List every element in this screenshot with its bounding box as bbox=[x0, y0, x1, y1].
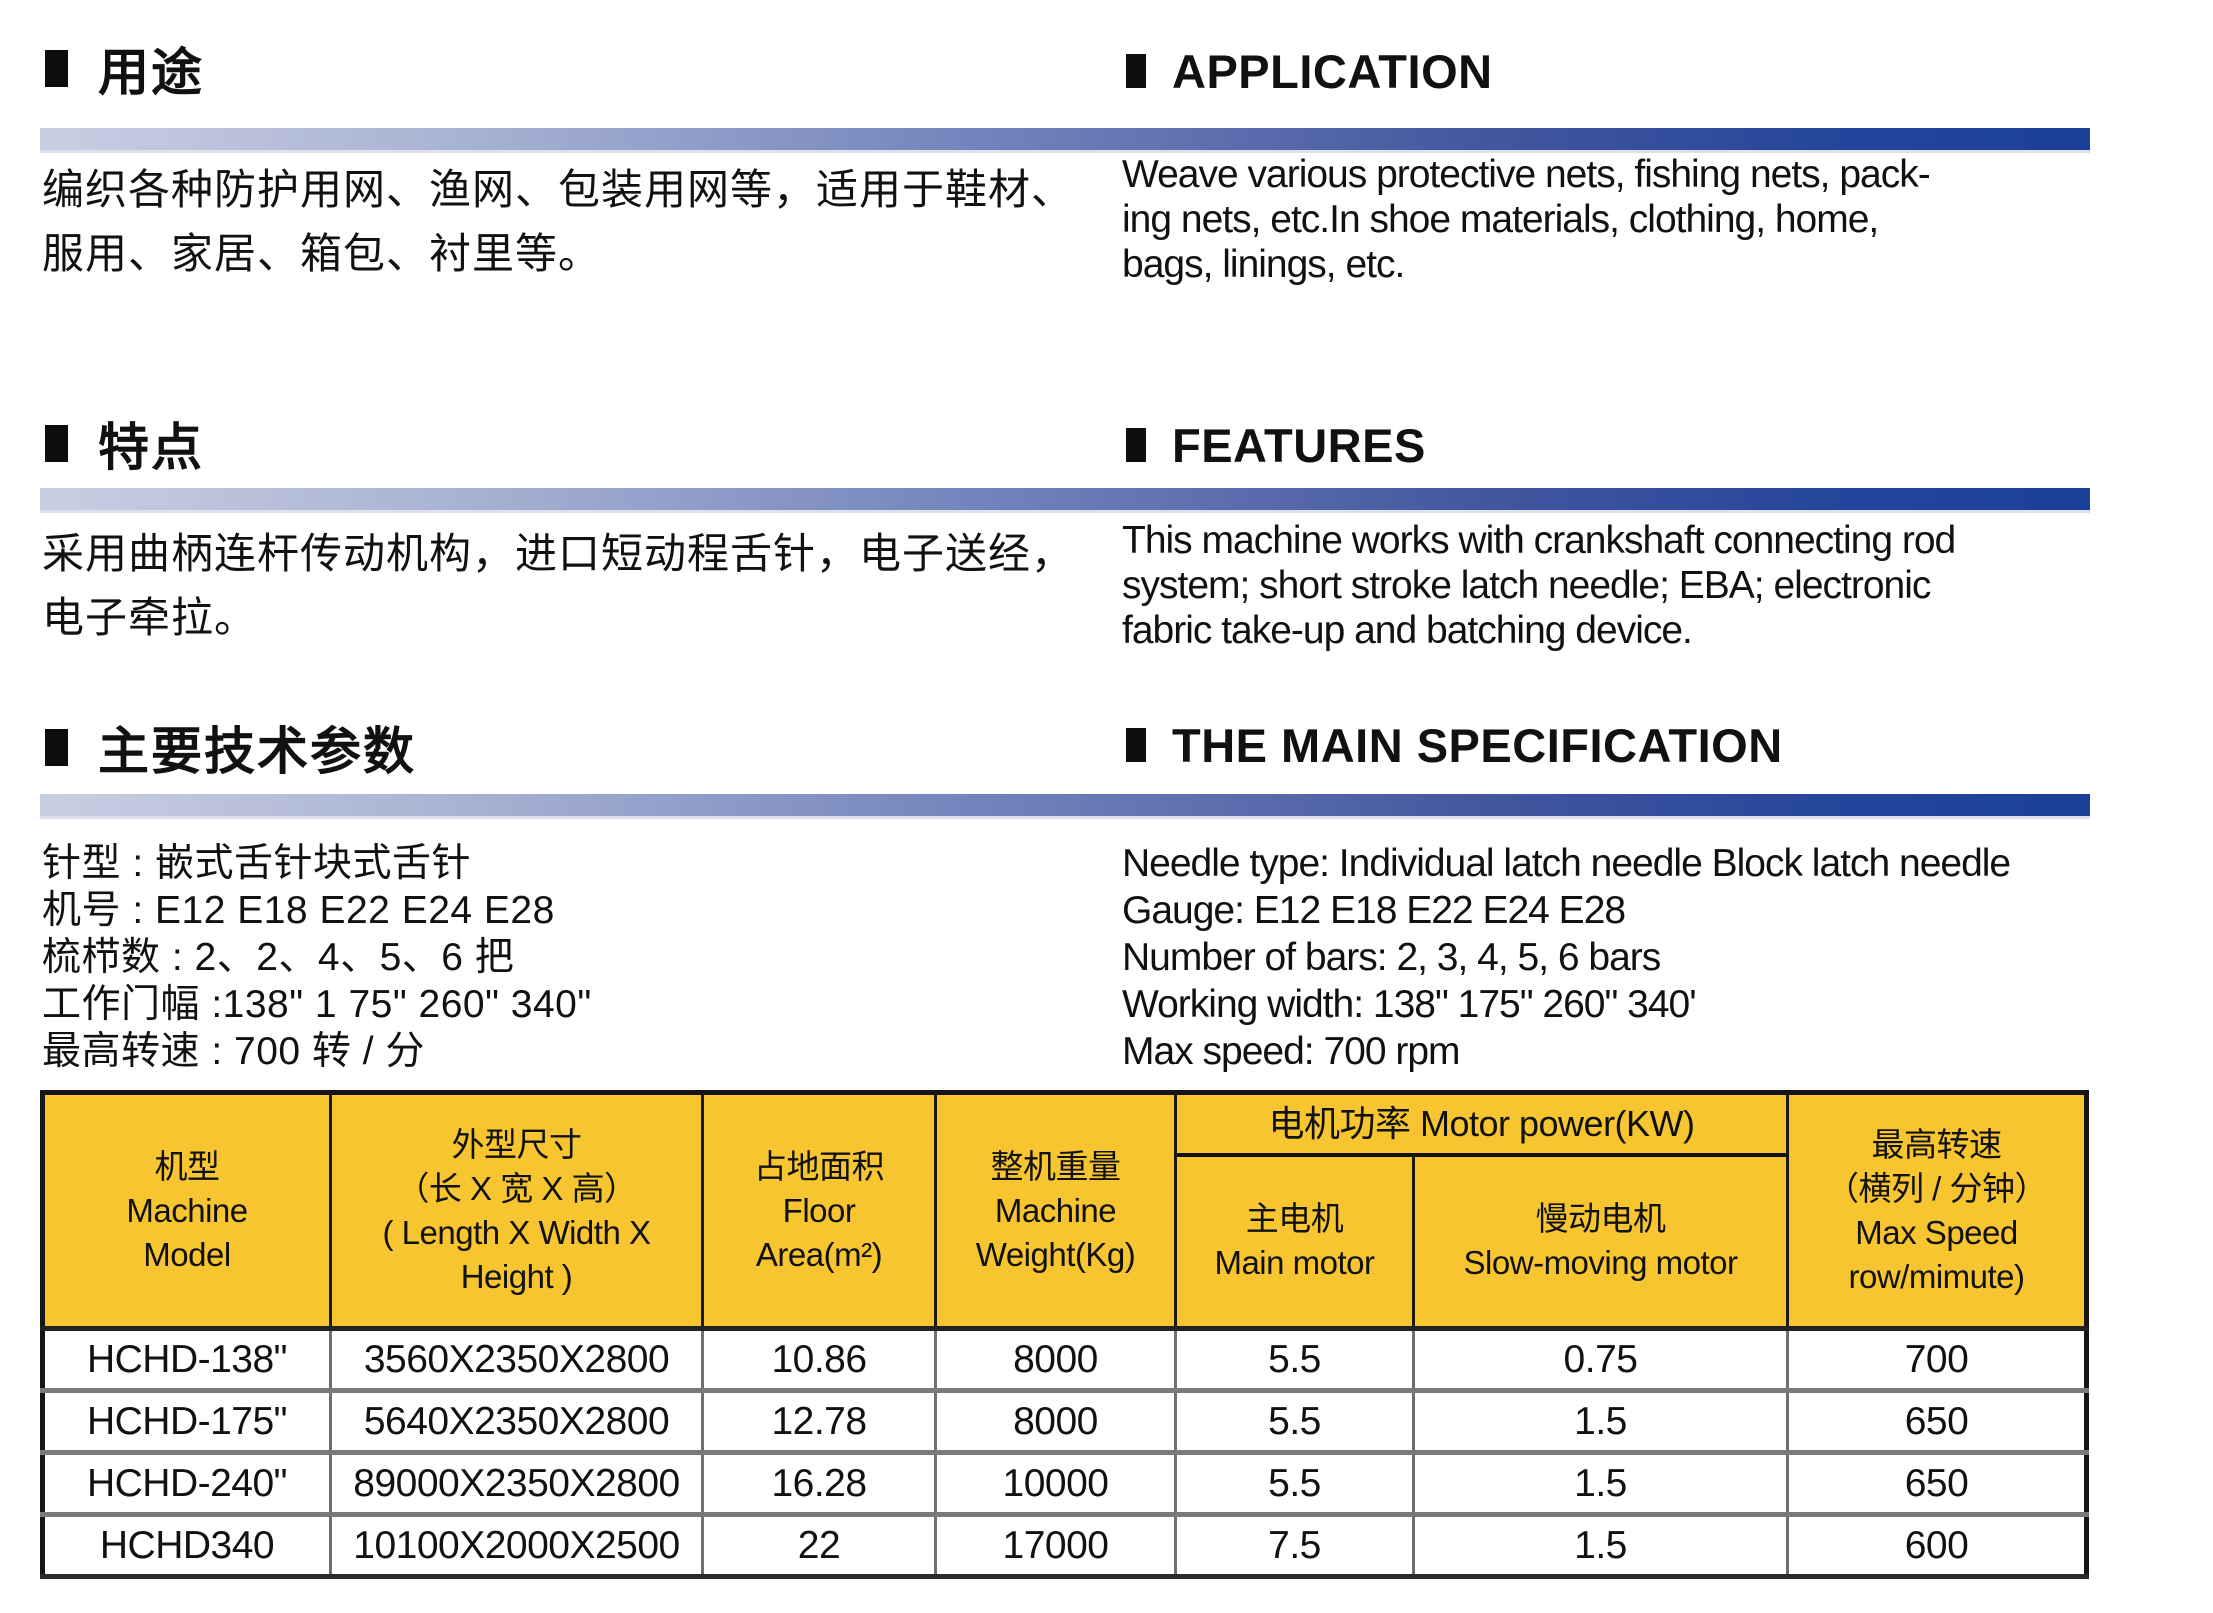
cell-floor-area: 10.86 bbox=[701, 1326, 937, 1393]
col-header-machine-weight: 整机重量 Machine Weight(Kg) bbox=[934, 1091, 1177, 1330]
cell-machine-weight: 10000 bbox=[934, 1450, 1177, 1517]
square-bullet-icon bbox=[45, 424, 68, 462]
table-row: HCHD-138" 3560X2350X2800 10.86 8000 5.5 … bbox=[41, 1326, 2089, 1393]
features-cn-text: 采用曲柄连杆传动机构，进口短动程舌针，电子送经， 电子牵拉。 bbox=[42, 530, 1075, 641]
col-header-floor-area: 占地面积 Floor Area(m²) bbox=[701, 1091, 937, 1330]
specification-cn-list: 针型 : 嵌式舌针块式舌针 机号 : E12 E18 E22 E24 E28 梳… bbox=[42, 842, 592, 1073]
specification-table: 机型 Machine Model 外型尺寸 （长 X 宽 X 高） ( Leng… bbox=[40, 1090, 2090, 1579]
cell-dimensions: 5640X2350X2800 bbox=[329, 1388, 704, 1455]
square-bullet-icon bbox=[45, 49, 68, 87]
cell-slow-motor: 1.5 bbox=[1411, 1450, 1790, 1517]
section-application-cn-heading: 用途 bbox=[45, 33, 204, 103]
cell-machine-model: HCHD-175" bbox=[41, 1388, 332, 1455]
cell-floor-area: 16.28 bbox=[701, 1450, 937, 1517]
col-header-machine-model: 机型 Machine Model bbox=[41, 1091, 332, 1330]
gradient-divider-bar bbox=[40, 488, 2090, 513]
cell-slow-motor: 1.5 bbox=[1411, 1388, 1790, 1455]
cell-machine-model: HCHD-138" bbox=[41, 1326, 332, 1393]
table-row: HCHD-175" 5640X2350X2800 12.78 8000 5.5 … bbox=[41, 1388, 2089, 1455]
cell-machine-model: HCHD-240" bbox=[41, 1450, 332, 1517]
section-features-en-heading: FEATURES bbox=[1126, 410, 1426, 480]
features-en-text: This machine works with crankshaft conne… bbox=[1122, 519, 1956, 652]
gradient-divider-bar bbox=[40, 794, 2090, 819]
cell-dimensions: 3560X2350X2800 bbox=[329, 1326, 704, 1393]
cell-dimensions: 89000X2350X2800 bbox=[329, 1450, 704, 1517]
cell-max-speed: 700 bbox=[1786, 1326, 2089, 1393]
col-header-max-speed: 最高转速 （横列 / 分钟） Max Speed row/mimute) bbox=[1786, 1091, 2089, 1330]
section-title-en: FEATURES bbox=[1172, 418, 1426, 472]
cell-dimensions: 10100X2000X2500 bbox=[329, 1512, 704, 1579]
square-bullet-icon bbox=[1126, 728, 1146, 762]
section-features-cn-heading: 特点 bbox=[45, 408, 204, 478]
cell-machine-weight: 8000 bbox=[934, 1326, 1177, 1393]
section-application-en-heading: APPLICATION bbox=[1126, 36, 1493, 106]
section-title-cn: 用途 bbox=[98, 44, 205, 101]
cell-slow-motor: 1.5 bbox=[1411, 1512, 1790, 1579]
square-bullet-icon bbox=[1126, 54, 1146, 88]
cell-main-motor: 7.5 bbox=[1174, 1512, 1415, 1579]
cell-max-speed: 650 bbox=[1786, 1388, 2089, 1455]
specification-en-list: Needle type: Individual latch needle Blo… bbox=[1122, 842, 2011, 1073]
square-bullet-icon bbox=[1126, 428, 1146, 462]
cell-machine-weight: 17000 bbox=[934, 1512, 1177, 1579]
col-header-dimensions: 外型尺寸 （长 X 宽 X 高） ( Length X Width X Heig… bbox=[329, 1091, 704, 1330]
table-row: HCHD340 10100X2000X2500 22 17000 7.5 1.5… bbox=[41, 1512, 2089, 1579]
cell-floor-area: 22 bbox=[701, 1512, 937, 1579]
col-header-motor-power-group: 电机功率 Motor power(KW) bbox=[1173, 1091, 1790, 1157]
section-title-en: THE MAIN SPECIFICATION bbox=[1172, 718, 1783, 772]
section-title-cn: 主要技术参数 bbox=[98, 723, 417, 780]
cell-main-motor: 5.5 bbox=[1174, 1388, 1415, 1455]
square-bullet-icon bbox=[45, 728, 68, 766]
cell-max-speed: 600 bbox=[1786, 1512, 2089, 1579]
section-specification-cn-heading: 主要技术参数 bbox=[45, 712, 416, 782]
cell-main-motor: 5.5 bbox=[1174, 1326, 1415, 1393]
section-title-en: APPLICATION bbox=[1172, 44, 1493, 98]
col-header-main-motor: 主电机 Main motor bbox=[1174, 1153, 1415, 1330]
cell-floor-area: 12.78 bbox=[701, 1388, 937, 1455]
cell-main-motor: 5.5 bbox=[1174, 1450, 1415, 1517]
cell-slow-motor: 0.75 bbox=[1411, 1326, 1790, 1393]
application-en-text: Weave various protective nets, fishing n… bbox=[1122, 153, 1931, 286]
cell-max-speed: 650 bbox=[1786, 1450, 2089, 1517]
table-row: HCHD-240" 89000X2350X2800 16.28 10000 5.… bbox=[41, 1450, 2089, 1517]
cell-machine-model: HCHD340 bbox=[41, 1512, 332, 1579]
col-header-slow-motor: 慢动电机 Slow-moving motor bbox=[1411, 1153, 1790, 1330]
application-cn-text: 编织各种防护用网、渔网、包装用网等，适用于鞋材、 服用、家居、箱包、衬里等。 bbox=[42, 166, 1075, 277]
gradient-divider-bar bbox=[40, 128, 2090, 153]
cell-machine-weight: 8000 bbox=[934, 1388, 1177, 1455]
section-title-cn: 特点 bbox=[98, 419, 205, 476]
section-specification-en-heading: THE MAIN SPECIFICATION bbox=[1126, 710, 1783, 780]
